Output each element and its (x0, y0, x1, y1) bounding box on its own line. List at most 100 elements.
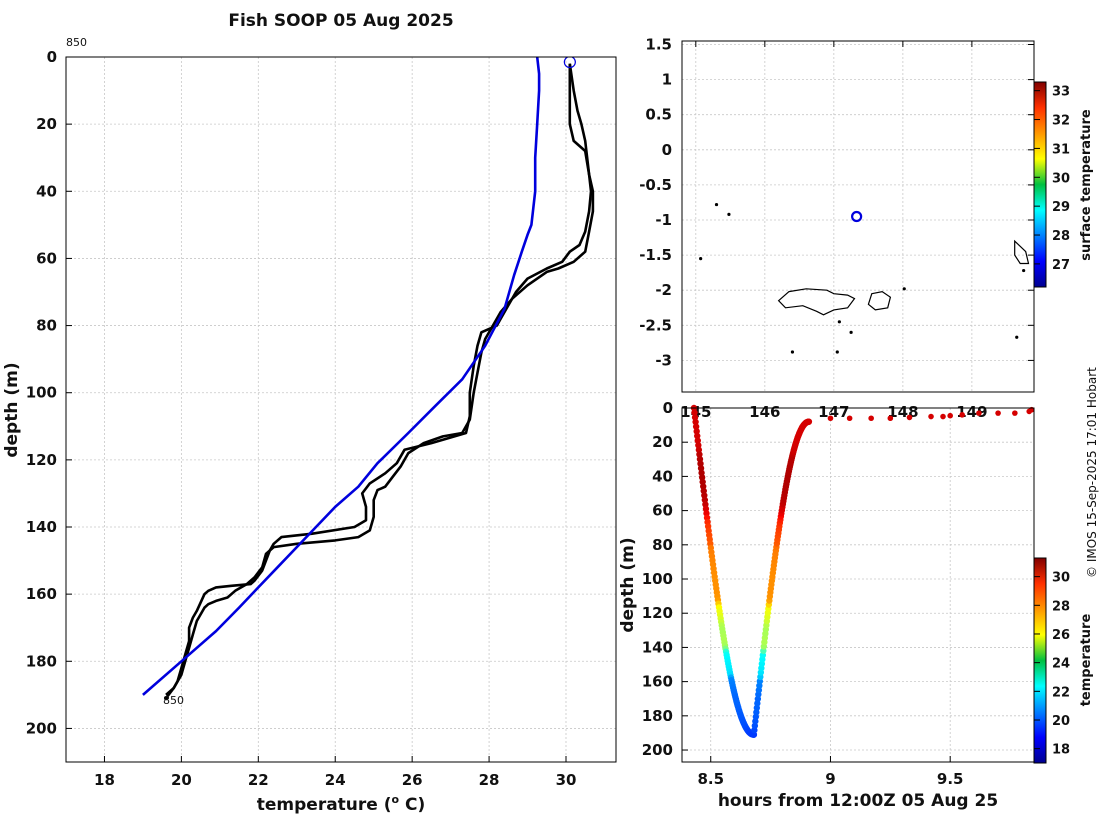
track-ticks: 8.5 9 9.5 0 20 40 60 80 100 120 140 160 180 200 (642, 399, 964, 788)
track-ytick-label: 180 (642, 707, 673, 725)
temperature-colorbar-label: temperature (1079, 614, 1094, 707)
map-ytick-label: -3 (655, 351, 672, 369)
profile-ytick-label: 100 (26, 384, 57, 402)
map-xtick-label: 149 (956, 403, 987, 421)
track-ytick-label: 140 (642, 638, 673, 656)
surface-colorbar-tick-label: 29 (1052, 200, 1070, 215)
profile-ytick-label: 160 (26, 585, 57, 603)
islet-marker (1015, 335, 1019, 339)
map-ytick-label: -2 (655, 281, 672, 299)
profile-grid (66, 56, 616, 762)
track-ylabel: depth (m) (618, 537, 638, 632)
temperature-colorbar (1033, 557, 1047, 764)
surface-point (976, 410, 982, 416)
track-xtick-label: 8.5 (697, 770, 724, 788)
profile-xtick-label: 20 (171, 771, 192, 789)
series-line-profile-1 (164, 63, 593, 699)
islet-marker (835, 350, 839, 354)
profile-ytick-label: 40 (36, 182, 57, 200)
map-ytick-label: -1.5 (639, 246, 672, 264)
islet-marker (902, 287, 906, 291)
surface-temperature-colorbar (1033, 81, 1047, 288)
profile-xtick-label: 22 (248, 771, 269, 789)
islet-marker (849, 330, 853, 334)
surface-point (947, 412, 953, 419)
temperature-colorbar-tick-label: 18 (1052, 743, 1070, 758)
descent-point (692, 418, 699, 426)
surface-colorbar-tick-label: 27 (1052, 258, 1070, 273)
temperature-colorbar-tick-label: 30 (1052, 571, 1070, 586)
profile-ytick-label: 0 (47, 48, 57, 66)
descent-point (691, 409, 698, 416)
copyright-credit: © IMOS 15-Sep-2025 17:01 Hobart (1085, 367, 1099, 578)
map-ytick-label: 1 (662, 71, 672, 89)
temperature-colorbar-tick-label: 24 (1052, 657, 1070, 672)
map-ticks: 1451461471481491.510.50-0.5-1-1.5-2-2.5-… (639, 36, 1034, 421)
ascent-point (805, 418, 813, 425)
islet-marker (699, 257, 703, 261)
surface-point (995, 410, 1001, 416)
islet-marker (714, 202, 719, 207)
map-xtick-label: 146 (749, 403, 780, 421)
station-marker (851, 210, 863, 223)
track-points (690, 404, 1035, 738)
profile-ytick-label: 20 (36, 115, 57, 133)
track-ytick-label: 80 (652, 536, 673, 554)
map-xtick-label: 147 (818, 403, 849, 421)
surface-point (906, 414, 913, 421)
profile-ticks: 18 20 22 24 26 28 30 0 20 40 60 80 100 120 140 160 180 20… (26, 48, 577, 789)
depth-time-track: 8.5 9 9.5 0 20 40 60 80 100 120 140 160 180 200 18 20 2… (618, 399, 1094, 811)
surface-colorbar-label: surface temperature (1079, 109, 1094, 261)
map-coastlines (699, 202, 1030, 354)
track-ytick-label: 200 (642, 741, 673, 759)
profile-bottom-id: 850 (163, 694, 184, 707)
profile-xtick-label: 26 (402, 771, 423, 789)
track-ytick-label: 20 (652, 433, 673, 451)
descent-point (695, 446, 703, 454)
descent-point (694, 432, 701, 440)
map-grid (682, 41, 1034, 392)
temperature-colorbar-tick-label: 28 (1052, 599, 1070, 614)
track-grid (682, 407, 1034, 762)
profile-ylabel: depth (m) (2, 362, 22, 457)
descent-point (691, 414, 699, 421)
islet-marker (1022, 268, 1026, 273)
islet-marker (837, 320, 841, 324)
surface-colorbar-ticks: 27 28 29 30 31 32 33 (1034, 85, 1070, 273)
map-ytick-label: 1.5 (645, 36, 672, 54)
island-main-island (777, 288, 856, 316)
temperature-colorbar-tick-label: 22 (1052, 685, 1070, 700)
track-ytick-label: 100 (642, 570, 673, 588)
track-ytick-label: 0 (663, 399, 673, 417)
profile-top-id: 850 (66, 36, 87, 49)
temperature-colorbar-ticks: 18 20 22 24 26 28 30 (1034, 571, 1070, 758)
surface-point (940, 413, 946, 420)
series-line-model-climatology (142, 57, 541, 696)
profile-end-marker (164, 696, 168, 701)
profile-start-marker (563, 57, 576, 69)
surface-point (868, 415, 874, 422)
island-east-islands (867, 290, 892, 311)
track-xtick-label: 9 (825, 770, 835, 788)
profile-xtick-label: 30 (556, 771, 577, 789)
track-xlabel: hours from 12:00Z 05 Aug 25 (718, 791, 998, 811)
track-xtick-label: 9.5 (937, 770, 964, 788)
map-ytick-label: 0 (662, 141, 672, 159)
temperature-colorbar-tick-label: 20 (1052, 714, 1070, 729)
descent-point (695, 442, 702, 449)
track-ytick-label: 160 (642, 673, 673, 691)
surface-point (846, 415, 853, 422)
map-ytick-label: -1 (655, 211, 672, 229)
profile-ytick-label: 60 (36, 249, 57, 267)
track-axes-box (681, 407, 1035, 763)
descent-point (693, 428, 700, 435)
surface-point (827, 415, 834, 422)
profile-lines (142, 57, 595, 701)
islet-marker (790, 350, 795, 354)
surface-point (959, 412, 965, 418)
profile-ytick-label: 80 (36, 317, 57, 335)
map-ytick-label: -0.5 (639, 176, 672, 194)
track-ytick-label: 120 (642, 604, 673, 622)
surface-point (887, 415, 894, 422)
